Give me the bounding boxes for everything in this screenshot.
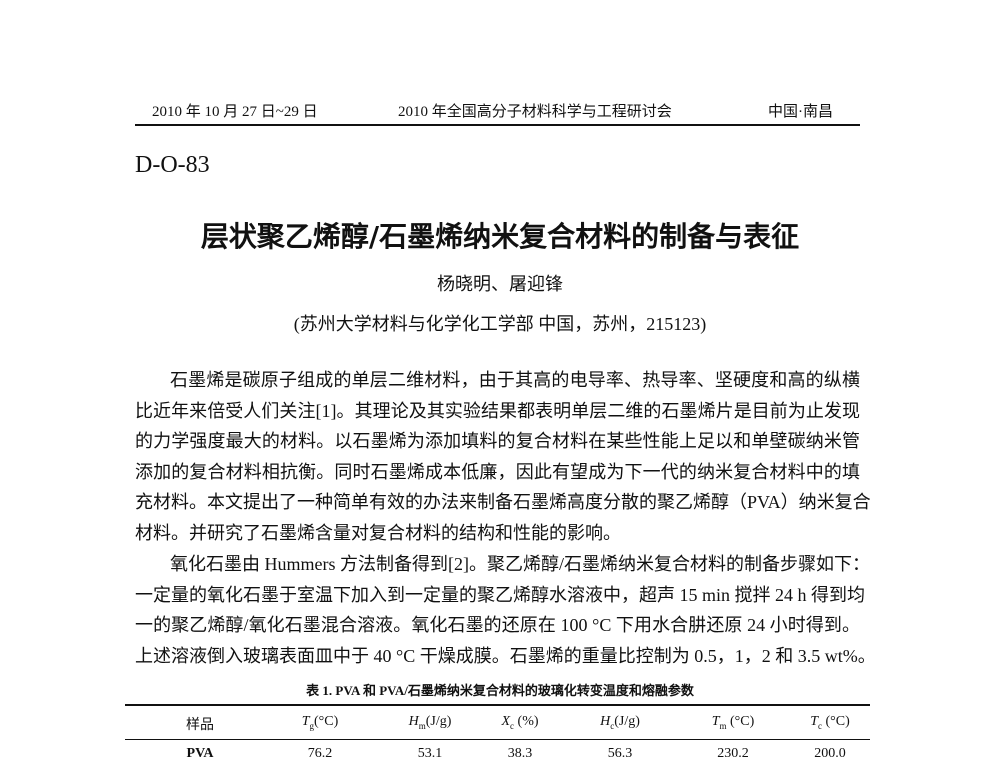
table-cell: 230.2 [717, 746, 749, 761]
header-unit: (°C) [314, 714, 339, 729]
header-cell: Hm(J/g) [409, 714, 452, 731]
text-line: 添加的复合材料相抗衡。同时石墨烯成本低廉，因此有望成为下一代的纳米复合材料中的填 [135, 461, 860, 482]
table-mid-rule [125, 739, 870, 740]
header-symbol: T [711, 714, 720, 729]
header-cell: 样品 [186, 718, 214, 733]
header-subscript: c [610, 720, 615, 731]
text-line: 比近年来倍受人们关注[1]。其理论及其实验结果都表明单层二维的石墨烯片是目前为止… [135, 400, 860, 421]
header-unit: (J/g) [425, 714, 452, 729]
paper-code: D-O-83 [135, 152, 210, 178]
table-cell: 200.0 [814, 746, 846, 761]
table-cell: 76.2 [307, 746, 333, 761]
header-conference: 2010 年全国高分子材料科学与工程研讨会 [398, 104, 672, 120]
table-cell: 56.3 [607, 746, 633, 761]
authors: 杨晓明、屠迎锋 [437, 274, 563, 294]
header-symbol: T [810, 714, 819, 729]
header-cell: Hc(J/g) [600, 714, 640, 731]
table-cell: 53.1 [417, 746, 443, 761]
table-top-rule [125, 704, 870, 706]
header-symbol: H [600, 714, 611, 729]
text-line: 一定量的氧化石墨于室温下加入到一定量的聚乙烯醇水溶液中，超声 15 min 搅拌… [135, 584, 865, 605]
header-cell: Xc (%) [501, 714, 538, 731]
paper-title: 层状聚乙烯醇/石墨烯纳米复合材料的制备与表征 [200, 220, 800, 253]
header-subscript: c [818, 720, 823, 731]
table-caption: 表 1. PVA 和 PVA/石墨烯纳米复合材料的玻璃化转变温度和熔融参数 [306, 683, 694, 698]
header-unit: (J/g) [614, 714, 640, 729]
text-line: 石墨烯是碳原子组成的单层二维材料，由于其高的电导率、热导率、坚硬度和高的纵横 [170, 370, 860, 390]
header-subscript: g [309, 720, 315, 731]
header-cell: Tg(°C) [302, 714, 339, 731]
header-unit: (%) [514, 714, 539, 729]
header-symbol: T [301, 714, 310, 729]
text-line: 充材料。本文提出了一种简单有效的办法来制备石墨烯高度分散的聚乙烯醇（PVA）纳米… [135, 492, 871, 512]
text-line: 材料。并研究了石墨烯含量对复合材料的结构和性能的影响。 [135, 522, 621, 543]
text-line: 氧化石墨由 Hummers 方法制备得到[2]。聚乙烯醇/石墨烯纳米复合材料的制… [170, 554, 870, 574]
running-header: 2010 年 10 月 27 日~29 日 2010 年全国高分子材料科学与工程… [0, 100, 1000, 120]
header-date: 2010 年 10 月 27 日~29 日 [152, 104, 318, 120]
header-subscript: m [719, 720, 727, 731]
table-cell: PVA [186, 746, 214, 761]
header-symbol: X [501, 714, 511, 729]
header-cell: Tm (°C) [712, 714, 755, 731]
header-symbol: H [408, 714, 419, 729]
header-cell: Tc (°C) [810, 714, 850, 731]
text-line: 上述溶液倒入玻璃表面皿中于 40 °C 干燥成膜。石墨烯的重量比控制为 0.5，… [135, 645, 876, 666]
header-rule [135, 124, 860, 126]
header-subscript: c [510, 720, 515, 731]
text-line: 的力学强度最大的材料。以石墨烯为添加填料的复合材料在某些性能上足以和单壁碳纳米管 [135, 431, 860, 451]
header-unit: (°C) [726, 714, 755, 729]
header-place: 中国·南昌 [768, 104, 833, 120]
header-unit: (°C) [822, 714, 850, 729]
affiliation: (苏州大学材料与化学化工学部 中国，苏州，215123) [293, 314, 707, 334]
header-subscript: m [418, 720, 426, 731]
text-line: 一的聚乙烯醇/氧化石墨混合溶液。氧化石墨的还原在 100 °C 下用水合肼还原 … [135, 615, 860, 635]
table-cell: 38.3 [507, 746, 533, 761]
